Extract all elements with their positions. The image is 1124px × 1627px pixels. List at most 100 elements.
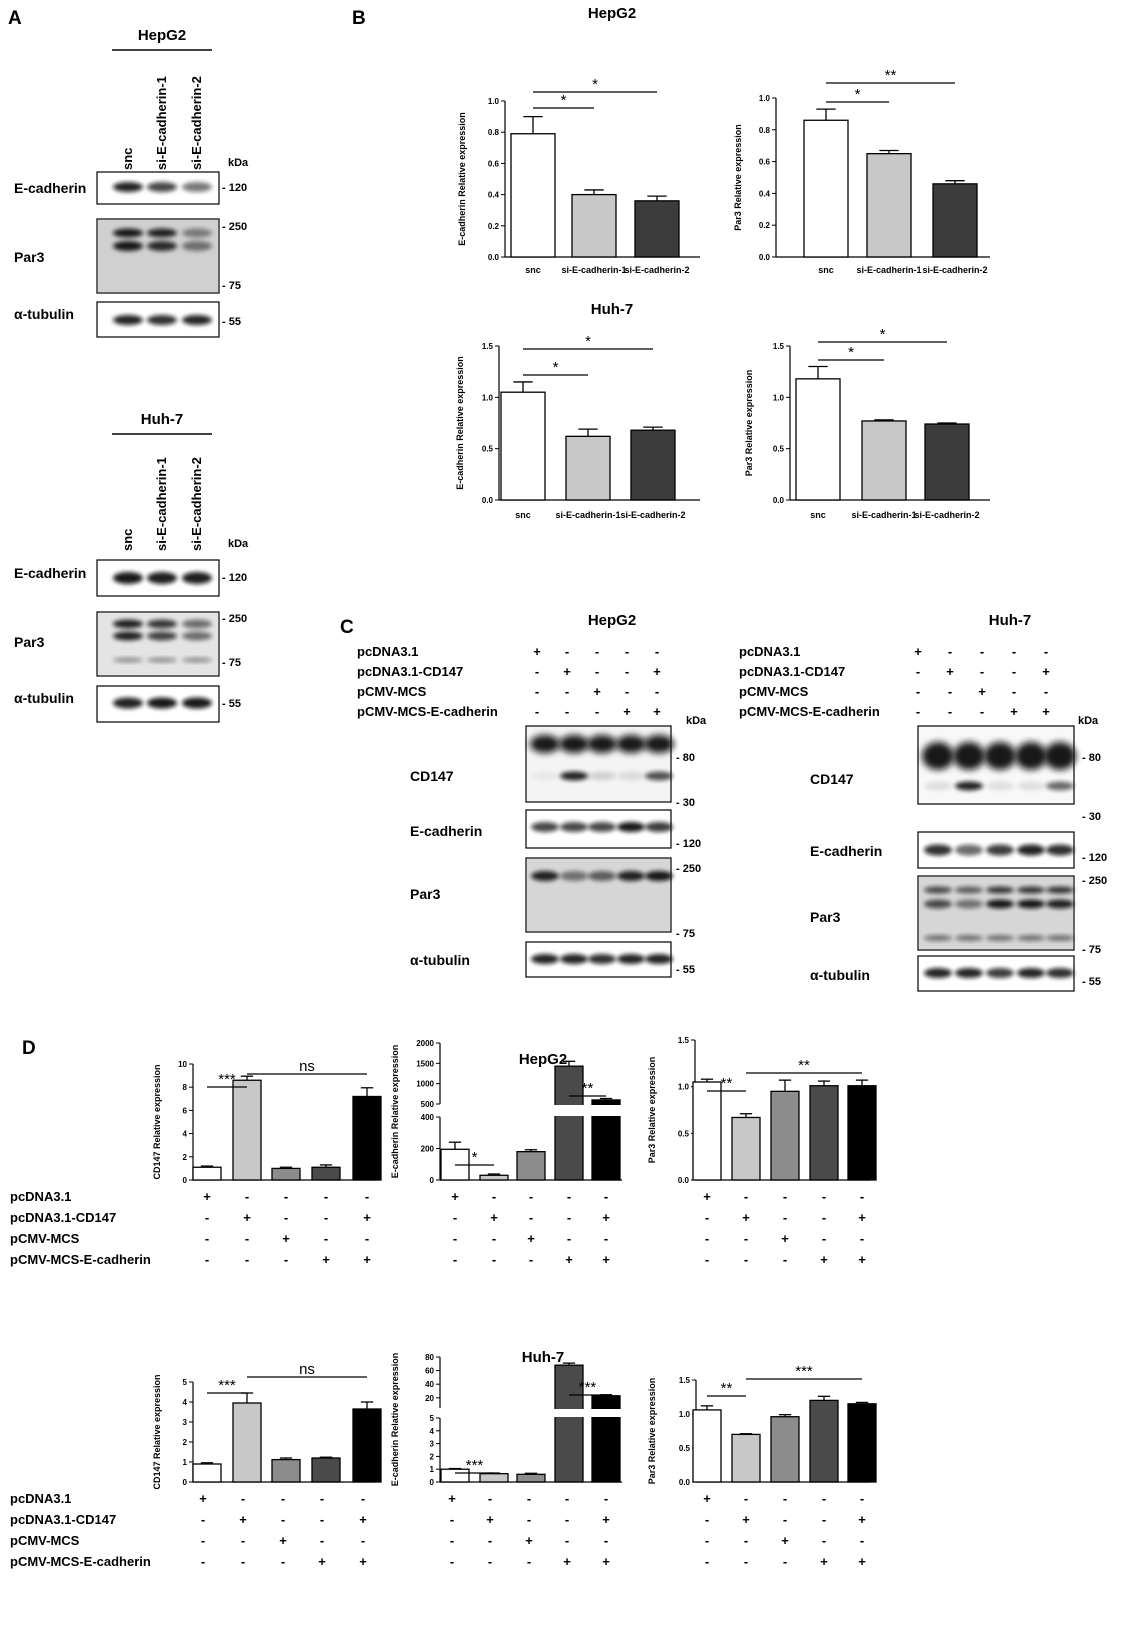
panel-c-huh7-band — [1046, 886, 1074, 894]
panel-c-huh7-band — [986, 781, 1014, 791]
panel-d-huh7-table-a-condition-label: pcDNA3.1-CD147 — [10, 1512, 116, 1527]
panel-a-hepg2-band — [182, 228, 212, 238]
panel-c-hepg2-blot-background — [527, 859, 670, 931]
panel-c-huh7-band — [1044, 742, 1076, 770]
y-tick-label: 1.5 — [773, 342, 785, 351]
panel-d-hepg2-table-c-condition-sign: + — [858, 1210, 866, 1225]
y-tick-label: 0 — [430, 1478, 435, 1487]
panel-d-huh7-table-a-condition-sign: + — [239, 1512, 247, 1527]
panel-c-huh7-row-label: E-cadherin — [810, 843, 882, 859]
panel-a-hepg2-band — [113, 315, 143, 325]
bar — [634, 200, 680, 258]
panel-c-hepg2-condition-sign: - — [625, 644, 629, 659]
bar — [571, 193, 617, 258]
significance-label: ** — [885, 67, 897, 84]
panel-d-hepg2-table-c-condition-sign: - — [705, 1210, 709, 1225]
panel-d-huh7-table-b-condition-sign: - — [450, 1533, 454, 1548]
panel-c-huh7-condition-sign: - — [916, 684, 920, 699]
panel-d-huh7-table-b-condition-sign: - — [450, 1512, 454, 1527]
panel-c-huh7-marker: - 55 — [1082, 976, 1101, 988]
panel-d-hepg2-table-a-condition-sign: + — [363, 1210, 371, 1225]
panel-d-hepg2-table-b-condition-sign: - — [529, 1252, 533, 1267]
category-label: snc — [525, 265, 541, 275]
panel-c-hepg2-condition-sign: - — [655, 644, 659, 659]
panel-a-huh7-band — [113, 657, 143, 663]
panel-d-huh7-table-b-condition-sign: - — [488, 1554, 492, 1569]
bar — [192, 1166, 222, 1181]
panel-d-hepg2-table-c-condition-sign: + — [742, 1210, 750, 1225]
y-tick-label: 200 — [421, 1145, 435, 1154]
panel-c-huh7-condition-sign: - — [916, 704, 920, 719]
panel-c-hepg2-marker: - 250 — [676, 863, 701, 875]
panel-c-huh7-title: Huh-7 — [989, 612, 1032, 629]
y-tick-label: 0.8 — [759, 126, 771, 135]
panel-c-hepg2-row-label: CD147 — [410, 768, 454, 784]
panel-c-hepg2-condition-sign: - — [595, 644, 599, 659]
panel-c-huh7-band — [1017, 935, 1045, 941]
panel-d-hepg2-table-a-condition-sign: + — [322, 1252, 330, 1267]
panel-a-hepg2-band — [113, 228, 143, 238]
panel-d-huh7-table-a-condition-sign: - — [281, 1491, 285, 1506]
panel-c-huh7-band — [1017, 968, 1045, 978]
panel-c-hepg2-band — [530, 735, 560, 753]
panel-c-huh7-row-label: α-tubulin — [810, 967, 870, 983]
panel-d-hepg2-table-a-condition-sign: - — [205, 1252, 209, 1267]
panel-c-hepg2-band — [587, 735, 617, 753]
axis-break — [590, 1409, 622, 1417]
panel-a-huh7: Huh-7 snc si-E-cadherin-1 si-E-cadherin-2 kD… — [14, 411, 249, 723]
panel-d-hepg2-table-c-condition-sign: - — [822, 1189, 826, 1204]
panel-d-huh7-table-a-condition-sign: - — [361, 1533, 365, 1548]
category-label: si-E-cadherin-2 — [624, 265, 689, 275]
panel-d-hepg2-table-b-condition-sign: - — [529, 1210, 533, 1225]
panel-d-hepg2-table-a-condition-label: pCMV-MCS — [10, 1231, 80, 1246]
chart-4: 0 2 4 6 8 10 CD147 Relative expression *** ns — [152, 1058, 382, 1185]
panel-c-hepg2-condition-sign: - — [565, 644, 569, 659]
panel-d-hepg2-table-a-condition-label: pcDNA3.1 — [10, 1189, 71, 1204]
panel-a-huh7-band — [147, 631, 177, 641]
panel-c-hepg2-band — [531, 771, 559, 781]
y-tick-label: 4 — [183, 1398, 188, 1407]
panel-c-hepg2-band — [617, 771, 645, 781]
significance-label: *** — [579, 1379, 597, 1396]
chart-8: 0 1 2 3 4 5 20 40 60 80 E-cadherin Relative expres… — [390, 1353, 622, 1487]
panel-a-hepg2-band — [147, 228, 177, 238]
panel-c-hepg2-band — [645, 871, 673, 881]
significance-label: *** — [466, 1457, 484, 1474]
panel-c-hepg2-condition-sign: + — [653, 704, 661, 719]
panel-c-hepg2-band — [531, 954, 559, 964]
panel-d-huh7-table-b-condition-sign: + — [448, 1491, 456, 1506]
panel-c-huh7-marker: - 250 — [1082, 875, 1107, 887]
panel-d-huh7-table-c-condition-sign: - — [744, 1491, 748, 1506]
panel-d-huh7-table-b-condition-sign: - — [450, 1554, 454, 1569]
panel-a-huh7-marker: - 55 — [222, 698, 241, 710]
panel-c-hepg2-condition-sign: + — [623, 704, 631, 719]
y-tick-label: 0.6 — [759, 158, 771, 167]
panel-c-hepg2-band — [588, 771, 616, 781]
panel-c-huh7-band — [955, 844, 983, 856]
panel-a-huh7-lane-label: si-E-cadherin-1 — [154, 457, 169, 551]
panel-c-hepg2-condition-sign: + — [593, 684, 601, 699]
panel-c-hepg2-marker: - 30 — [676, 797, 695, 809]
panel-d-hepg2-table-b-condition-sign: + — [602, 1252, 610, 1267]
y-tick-label: 4 — [430, 1427, 435, 1436]
panel-d-huh7-table-b-condition-sign: - — [565, 1512, 569, 1527]
panel-d-huh7-table-b-condition-sign: + — [486, 1512, 494, 1527]
bar — [352, 1095, 382, 1181]
bar — [866, 152, 912, 258]
panel-c-hepg2-band — [560, 771, 588, 781]
category-label: si-E-cadherin-1 — [561, 265, 626, 275]
panel-d-huh7-table-a-condition-sign: + — [199, 1491, 207, 1506]
bar — [271, 1167, 301, 1181]
significance-label: *** — [218, 1377, 236, 1394]
category-label: si-E-cadherin-2 — [914, 510, 979, 520]
panel-c-huh7-band — [924, 886, 952, 894]
panel-d-huh7-table-a-condition-sign: - — [241, 1554, 245, 1569]
panel-d-huh7-table-b-condition-sign: - — [488, 1533, 492, 1548]
panel-c-huh7-band — [955, 886, 983, 894]
panel-c-huh7-band — [1046, 935, 1074, 941]
y-tick-label: 0.0 — [759, 253, 771, 262]
panel-c-huh7-band — [986, 899, 1014, 909]
